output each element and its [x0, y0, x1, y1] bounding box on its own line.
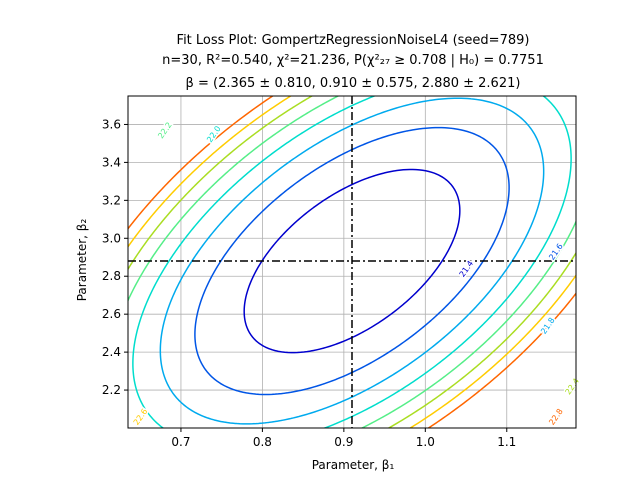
- contour-label-22.8: 22.8: [547, 407, 565, 427]
- x-tick-label-3: 1.0: [416, 435, 435, 449]
- contour-22.6: [128, 96, 576, 428]
- axis-ticks: 0.7 0.8 0.9 1.0 1.1 2.2 2.4 2.6 2.8 3.0 3.2 3.4 3.6: [102, 117, 516, 449]
- y-tick-label-5: 3.2: [102, 193, 121, 207]
- y-tick-label-7: 3.6: [102, 117, 121, 131]
- x-tick-label-0: 0.7: [171, 435, 190, 449]
- chart-title-line-1: Fit Loss Plot: GompertzRegressionNoiseL4…: [177, 33, 530, 48]
- x-tick-label-4: 1.1: [497, 435, 516, 449]
- contour-21.4: [243, 168, 461, 354]
- y-axis-label: Parameter, β₂: [75, 219, 89, 302]
- chart-title-line-2: n=30, R²=0.540, χ²=21.236, P(χ²₂₇ ≥ 0.70…: [162, 53, 544, 68]
- y-tick-label-0: 2.2: [102, 383, 121, 397]
- x-tick-label-1: 0.8: [253, 435, 272, 449]
- y-tick-label-6: 3.4: [102, 155, 121, 169]
- best-fit-markers: [128, 96, 576, 428]
- contour-22.2: [128, 96, 576, 428]
- contour-label-22.2: 22.2: [156, 121, 174, 141]
- y-tick-label-2: 2.6: [102, 307, 121, 321]
- x-tick-label-2: 0.9: [334, 435, 353, 449]
- y-tick-label-3: 2.8: [102, 269, 121, 283]
- plot-frame: [127, 95, 577, 429]
- contour-22.8: [128, 96, 576, 428]
- contour-22.4: [128, 96, 576, 428]
- y-tick-label-1: 2.4: [102, 345, 121, 359]
- chart-title-line-3: β = (2.365 ± 0.810, 0.910 ± 0.575, 2.880…: [186, 76, 521, 91]
- contour-label-22.6: 22.6: [132, 407, 150, 427]
- contour-22.0: [132, 96, 572, 428]
- contour-21.6: [194, 126, 510, 396]
- contour-label-21.6: 21.6: [547, 242, 565, 262]
- contour-21.8: [159, 97, 545, 425]
- y-tick-label-4: 3.0: [102, 231, 121, 245]
- contour-label-22.4: 22.4: [564, 377, 582, 397]
- contour-lines: [128, 96, 576, 428]
- x-axis-label: Parameter, β₁: [312, 458, 395, 472]
